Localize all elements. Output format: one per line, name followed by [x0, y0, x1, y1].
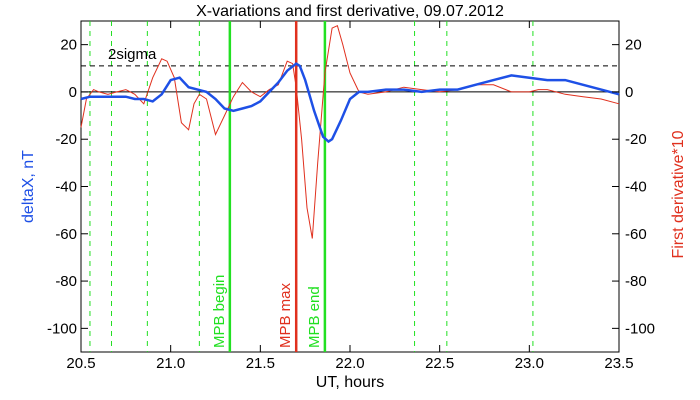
y-tick-label-right: 20: [625, 37, 642, 54]
y-tick-label-left: -100: [47, 320, 77, 337]
sigma-label: 2sigma: [108, 46, 157, 63]
x-tick-label: 21.0: [156, 355, 185, 372]
x-tick-label: 21.5: [246, 355, 275, 372]
x-tick-label: 22.5: [425, 355, 454, 372]
chart-title: X-variations and first derivative, 09.07…: [196, 3, 504, 20]
y-tick-label-right: -60: [625, 226, 647, 243]
x-axis-title: UT, hours: [316, 374, 384, 391]
mpb-end-label: MPB end: [306, 286, 323, 348]
y-tick-label-left: -80: [55, 273, 77, 290]
y-tick-label-right: -80: [625, 273, 647, 290]
mpb-markers: MPB begin MPB max MPB end: [211, 21, 327, 352]
deltax-series-line: [80, 62, 620, 144]
x-tick-label: 22.0: [335, 355, 364, 372]
mpb-max-label: MPB max: [277, 282, 294, 348]
x-tick-label: 23.0: [515, 355, 544, 372]
y-tick-label-right: -20: [625, 131, 647, 148]
x-tick-label: 23.5: [604, 355, 633, 372]
y-tick-label-right: -100: [625, 320, 655, 337]
y-tick-label-left: -40: [55, 179, 77, 196]
mpb-begin-label: MPB begin: [211, 275, 228, 348]
y-tick-label-left: -20: [55, 131, 77, 148]
plot-frame: [80, 20, 620, 353]
derivative-series-line: [80, 25, 620, 239]
y-tick-label-right: 0: [625, 84, 633, 101]
y-tick-label-left: -60: [55, 226, 77, 243]
axis-ticks: 20.5 21.0 21.5 22.0 22.5 23.0 23.5 20 20 0 0 -20 -20…: [47, 21, 655, 372]
y-axis-left-title: deltaX, nT: [20, 150, 37, 223]
y-tick-label-left: 0: [69, 84, 77, 101]
y-tick-label-left: 20: [60, 37, 77, 54]
y-axis-right-title: First derivative*10: [670, 130, 687, 258]
y-tick-label-right: -40: [625, 179, 647, 196]
x-tick-label: 20.5: [66, 355, 95, 372]
